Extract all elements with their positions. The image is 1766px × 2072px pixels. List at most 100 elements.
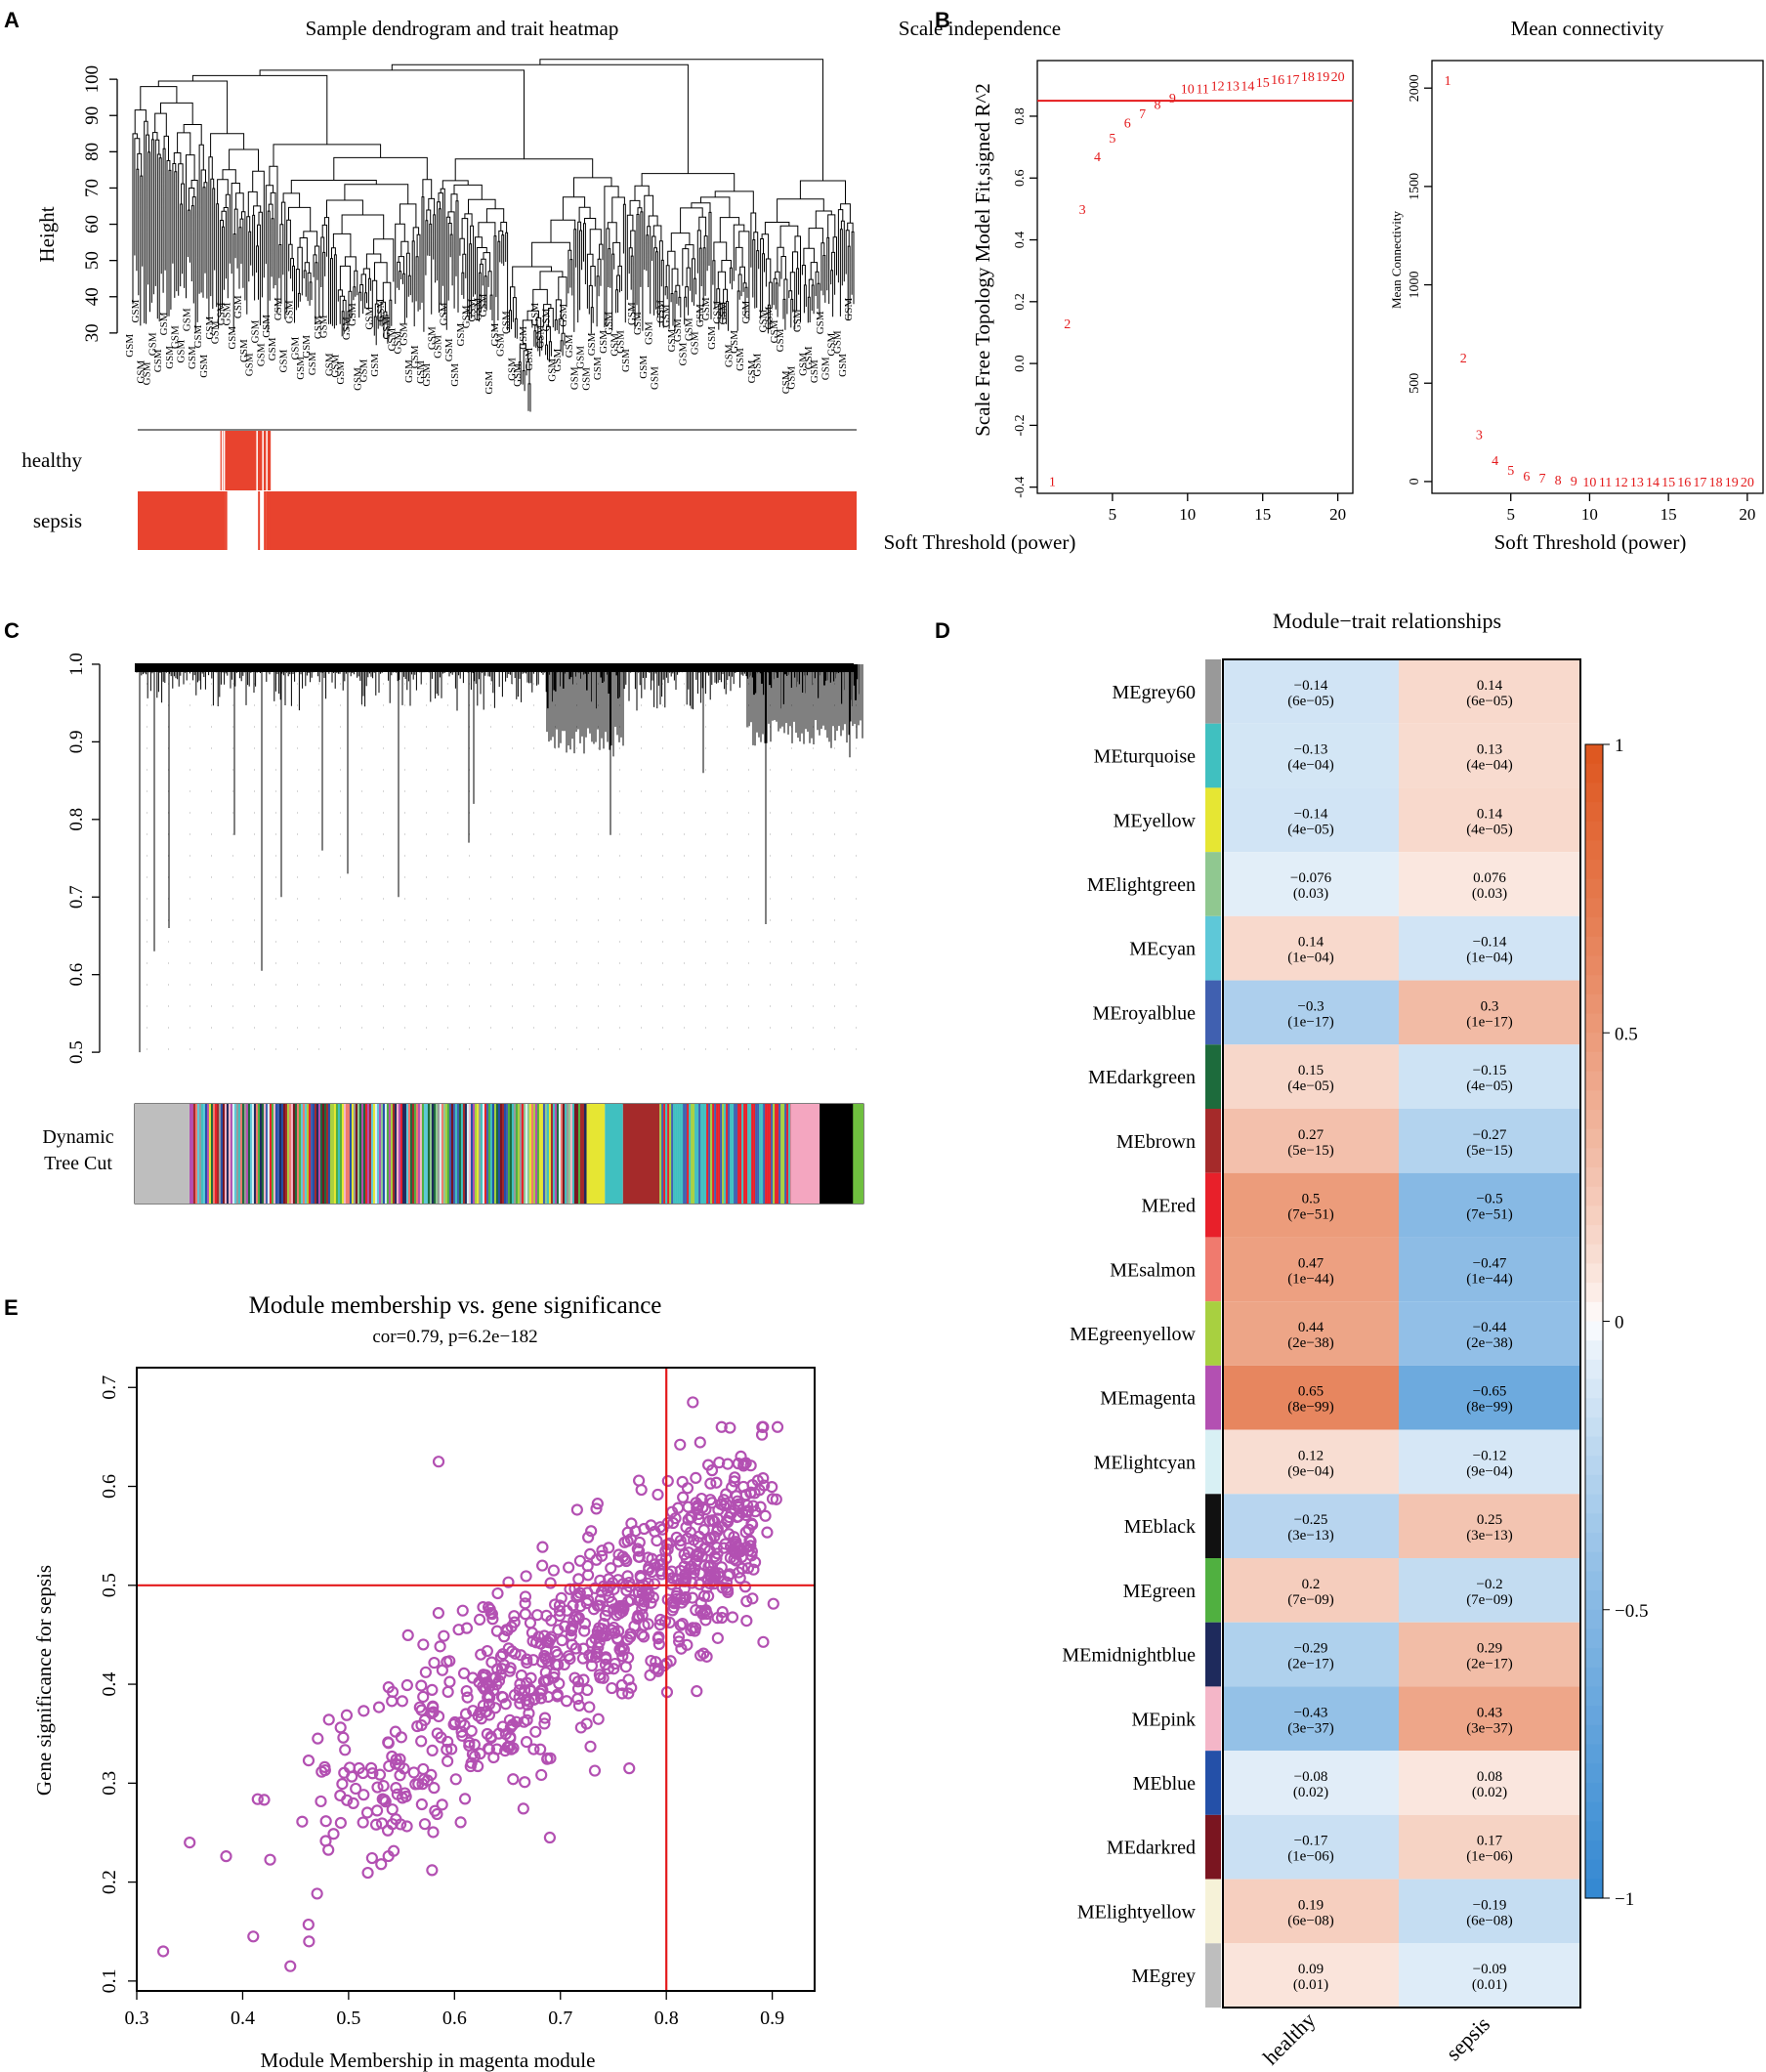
module-stripe — [304, 1104, 308, 1204]
colorbar-step — [1585, 1763, 1603, 1784]
module-stripe — [605, 1104, 623, 1204]
module-stripe — [308, 1104, 312, 1204]
gene-point — [686, 1591, 698, 1604]
a-leaf-label: GSM — [546, 359, 558, 382]
module-stripe — [667, 1104, 670, 1204]
dynamic-tree-cut-colorbar — [134, 1103, 864, 1205]
colorbar-tick-label: −1 — [1615, 1889, 1634, 1910]
cell-healthy-value: 0.09 — [1298, 1962, 1324, 1977]
a-leaf-label: GSM — [250, 319, 262, 343]
module-stripe — [503, 1104, 507, 1204]
cell-healthy-pvalue: (5e−15) — [1287, 1143, 1334, 1159]
gene-point — [396, 1792, 409, 1804]
gene-point — [499, 1728, 512, 1741]
gene-point — [474, 1613, 486, 1626]
cell-healthy-MElightcyan — [1223, 1429, 1399, 1495]
gene-point — [426, 1864, 439, 1877]
module-stripe — [235, 1104, 239, 1204]
module-stripe — [577, 1104, 581, 1204]
gene-point — [652, 1488, 664, 1501]
colorbar-step — [1585, 763, 1603, 783]
module-stripe — [398, 1104, 401, 1204]
module-stripe — [466, 1104, 470, 1204]
row-label-MEyellow: MEyellow — [1114, 810, 1197, 831]
module-stripe — [499, 1104, 503, 1204]
gene-point — [400, 1678, 413, 1692]
gene-point — [527, 1743, 540, 1755]
module-stripe — [192, 1104, 196, 1204]
a-leaf-label: GSM — [484, 371, 495, 395]
module-stripe — [306, 1104, 310, 1204]
module-stripe — [714, 1104, 717, 1204]
a-leaf-label: GSM — [381, 316, 393, 339]
gene-point — [459, 1708, 473, 1720]
e-y-tick-label: 0.6 — [99, 1474, 120, 1499]
module-stripe — [278, 1104, 282, 1204]
cell-sepsis-pvalue: (2e−17) — [1466, 1657, 1513, 1672]
module-stripe — [583, 1104, 587, 1204]
cell-sepsis-MElightcyan — [1399, 1429, 1580, 1495]
gene-point — [467, 1705, 480, 1717]
panel-b1-xlabel: Soft Threshold (power) — [884, 530, 1076, 554]
dynamic-tree-cut-label-1: Dynamic — [42, 1126, 113, 1148]
gene-point — [680, 1521, 693, 1534]
module-stripe — [784, 1104, 787, 1204]
cell-healthy-value: −0.14 — [1294, 678, 1328, 694]
cell-healthy-pvalue: (8e−99) — [1287, 1400, 1334, 1416]
module-stripe — [292, 1104, 296, 1204]
a-leaf-label: GSM — [552, 349, 564, 372]
module-stripe — [190, 1104, 194, 1204]
cell-healthy-MEmagenta — [1223, 1365, 1399, 1430]
gene-point — [739, 1526, 752, 1539]
gene-point — [759, 1509, 772, 1522]
y-tick-label: 0.4 — [1013, 232, 1028, 249]
module-stripe — [568, 1104, 571, 1204]
module-stripe — [317, 1104, 321, 1204]
gene-point — [553, 1599, 567, 1612]
e-y-tick-label: 0.2 — [99, 1870, 120, 1894]
module-stripe — [353, 1104, 357, 1204]
cell-sepsis-value: 0.14 — [1477, 806, 1503, 822]
gene-point — [693, 1530, 705, 1543]
module-block-pink — [790, 1104, 820, 1204]
colorbar-step — [1585, 1628, 1603, 1649]
cell-healthy-MElightyellow — [1223, 1879, 1399, 1944]
module-stripe — [210, 1104, 214, 1204]
cell-healthy-MEblack — [1223, 1494, 1399, 1558]
module-stripe — [700, 1104, 703, 1204]
a-tick-label: 100 — [82, 65, 103, 94]
power-label-8: 8 — [1555, 474, 1562, 488]
gene-point — [663, 1537, 676, 1549]
a-leaf-label: GSM — [769, 319, 780, 343]
module-stripe — [329, 1104, 333, 1204]
a-leaf-label: GSM — [393, 330, 404, 354]
module-stripe — [737, 1104, 740, 1204]
power-label-20: 20 — [1741, 476, 1754, 490]
module-color-MEdarkred — [1205, 1814, 1221, 1880]
gene-point — [465, 1756, 478, 1769]
a-leaf-label: GSM — [644, 321, 655, 345]
cell-healthy-pvalue: (9e−04) — [1287, 1463, 1334, 1479]
module-stripe — [360, 1104, 364, 1204]
a-leaf-label: GSM — [689, 331, 700, 355]
a-leaf-label: GSM — [221, 302, 232, 325]
a-leaf-label: GSM — [255, 343, 267, 366]
gene-point — [710, 1552, 723, 1565]
module-stripe — [265, 1104, 269, 1204]
power-label-19: 19 — [1316, 70, 1329, 85]
gene-point — [661, 1516, 674, 1529]
gene-point — [587, 1603, 601, 1616]
a-leaf-label: GSM — [700, 297, 712, 320]
gene-point — [357, 1789, 370, 1801]
panel-label-d: D — [935, 618, 950, 643]
a-leaf-label: GSM — [403, 359, 415, 383]
colorbar-step — [1585, 1551, 1603, 1572]
gene-point — [711, 1631, 724, 1644]
gene-point — [502, 1642, 515, 1655]
cell-sepsis-pvalue: (9e−04) — [1466, 1463, 1513, 1479]
gene-point — [556, 1634, 568, 1647]
gene-point — [486, 1613, 499, 1626]
a-leaf-label: GSM — [540, 308, 552, 331]
y-tick-label: 0.8 — [1013, 107, 1028, 125]
a-leaf-label: GSM — [158, 312, 170, 335]
